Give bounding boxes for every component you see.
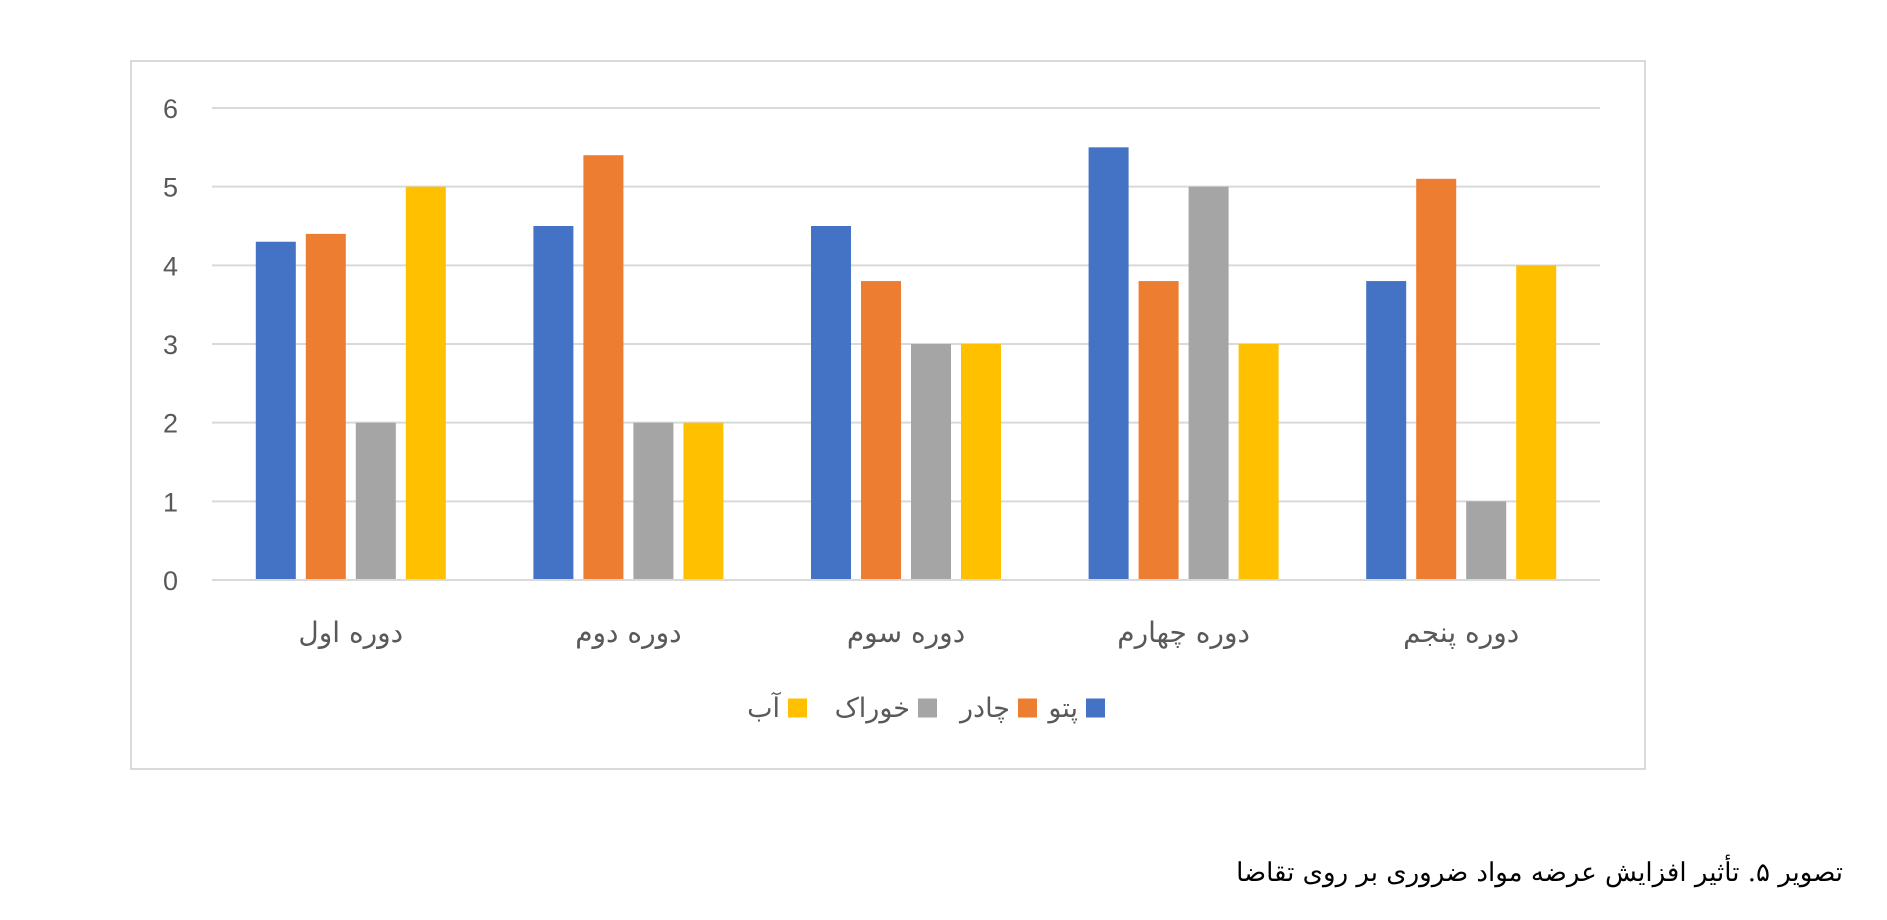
- y-tick-label: 3: [163, 330, 178, 360]
- bar: [1138, 281, 1179, 580]
- y-tick-label: 0: [163, 566, 178, 596]
- y-tick-label: 6: [163, 94, 178, 124]
- bar: [1416, 178, 1457, 581]
- bar: [683, 422, 724, 580]
- bar: [305, 233, 346, 580]
- x-tick-label: دوره سوم: [847, 616, 965, 649]
- bar: [255, 241, 296, 580]
- legend-swatch: [918, 698, 937, 718]
- legend-label: چادر: [958, 693, 1010, 724]
- y-tick-label: 5: [163, 173, 178, 203]
- legend-label: خوراک: [835, 693, 910, 724]
- legend-swatch: [1018, 698, 1037, 718]
- bar: [1466, 501, 1507, 580]
- bar: [583, 155, 624, 580]
- bar: [1366, 281, 1407, 580]
- bar: [355, 422, 396, 580]
- bar: [1516, 265, 1557, 580]
- legend-swatch: [1086, 698, 1105, 718]
- x-tick-label: دوره دوم: [575, 616, 681, 649]
- bar: [811, 226, 851, 580]
- legend-label: آب: [747, 692, 781, 724]
- bar: [1238, 344, 1279, 580]
- legend-swatch: [788, 698, 807, 718]
- figure-caption: تصویر ۵. تأثیر افزایش عرضه مواد ضروری بر…: [1236, 858, 1843, 888]
- y-tick-label: 4: [163, 251, 178, 281]
- bar: [533, 226, 574, 580]
- bar: [861, 281, 901, 580]
- x-tick-label: دوره پنجم: [1403, 616, 1519, 649]
- x-tick-label: دوره چهارم: [1117, 616, 1250, 649]
- bar: [1188, 186, 1229, 580]
- bar: [405, 186, 446, 580]
- bar: [633, 422, 674, 580]
- y-tick-label: 1: [163, 487, 178, 517]
- y-tick-label: 2: [163, 409, 178, 439]
- bar: [1088, 147, 1129, 581]
- x-tick-label: دوره اول: [298, 616, 403, 649]
- bar: [961, 344, 1001, 580]
- legend-label: پتو: [1046, 693, 1078, 724]
- bar: [911, 344, 951, 580]
